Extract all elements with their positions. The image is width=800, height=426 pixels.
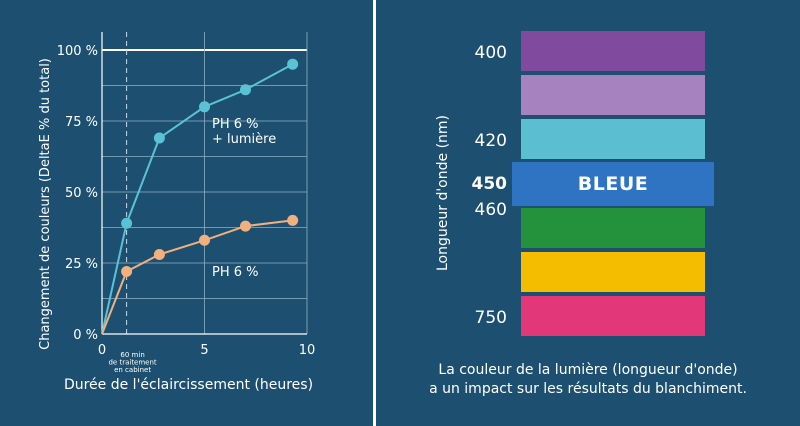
data-point bbox=[199, 234, 210, 246]
series-label: PH 6 % bbox=[212, 117, 259, 132]
band-pink bbox=[521, 296, 705, 336]
annotation-text: de traitement bbox=[108, 359, 156, 367]
x-tick-label: 0 bbox=[98, 343, 106, 358]
caption-line-1: La couleur de la lumière (longueur d'ond… bbox=[438, 362, 738, 378]
data-point bbox=[199, 101, 210, 113]
data-point bbox=[153, 248, 165, 260]
annotation-text: 60 min bbox=[120, 351, 144, 359]
y-tick-label: 50 % bbox=[65, 186, 98, 201]
band-blue-label: BLEUE bbox=[577, 173, 649, 195]
band-yellow bbox=[521, 252, 705, 292]
band-blue: BLEUE bbox=[512, 162, 714, 206]
y-tick-label: 25 % bbox=[65, 257, 98, 272]
y-tick-label: 0 % bbox=[73, 328, 98, 343]
panel-divider bbox=[373, 0, 376, 426]
wavelength-spectrum-panel: Longueur d'onde (nm) BLEUE 400 420 450 4… bbox=[376, 0, 800, 426]
data-point bbox=[121, 266, 133, 278]
y-tick-label: 100 % bbox=[57, 44, 98, 59]
data-point bbox=[121, 217, 133, 229]
series-line bbox=[101, 63, 294, 335]
data-point bbox=[153, 132, 165, 144]
wavelength-420: 420 bbox=[474, 131, 507, 151]
series-label: PH 6 % bbox=[212, 265, 259, 280]
x-axis-label: Durée de l'éclaircissement (heures) bbox=[64, 377, 313, 393]
band-light-violet bbox=[521, 75, 705, 115]
wavelength-450: 450 bbox=[471, 174, 508, 194]
y-axis-label: Changement de couleurs (DeltaE % du tota… bbox=[38, 58, 53, 350]
caption-line-2: a un impact sur les résultats du blanchi… bbox=[429, 381, 747, 397]
data-point bbox=[287, 58, 299, 70]
wavelength-400: 400 bbox=[474, 43, 507, 63]
x-tick-label: 5 bbox=[200, 343, 208, 358]
data-point bbox=[240, 220, 251, 232]
series-label: + lumière bbox=[212, 132, 276, 147]
y-tick-label: 75 % bbox=[65, 115, 98, 130]
band-violet bbox=[521, 31, 705, 71]
wavelength-750: 750 bbox=[474, 308, 507, 328]
data-point bbox=[287, 214, 299, 226]
annotation-text: en cabinet bbox=[114, 366, 151, 374]
wavelength-460: 460 bbox=[474, 200, 507, 220]
band-green bbox=[521, 208, 705, 248]
x-tick-label: 10 bbox=[299, 343, 316, 358]
spectrum-caption: La couleur de la lumière (longueur d'ond… bbox=[376, 361, 800, 399]
band-cyan bbox=[521, 119, 705, 159]
series-line bbox=[101, 219, 293, 335]
data-point bbox=[240, 84, 251, 96]
